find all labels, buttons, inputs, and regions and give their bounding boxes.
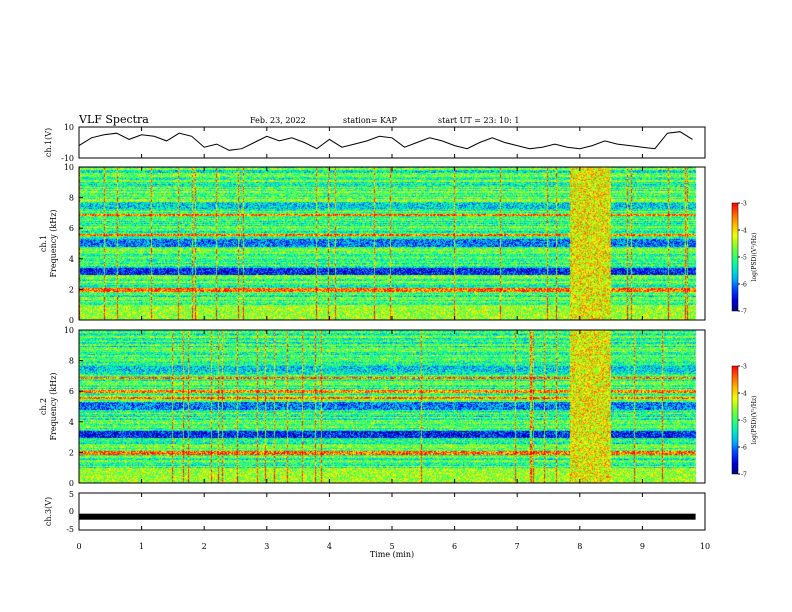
ch2-colorbar-tick--6: -6 bbox=[741, 445, 747, 452]
time-tick-1: 1 bbox=[139, 542, 144, 551]
ch3-ytick-0: 0 bbox=[69, 507, 74, 516]
time-tick-6: 6 bbox=[452, 542, 457, 551]
ch2-colorbar-tick--5: -5 bbox=[741, 418, 747, 425]
ch1-ytick-top: 10 bbox=[64, 123, 74, 132]
ch1-spectrogram-ytick-6: 6 bbox=[69, 224, 74, 233]
ch1-spectrogram-ytick-4: 4 bbox=[69, 255, 74, 264]
ch3-waveform-panel: 5 0 -5 ch.3(V) 0 1 2 3 4 5 6 7 8 9 10 Time (min) bbox=[44, 127, 710, 559]
ch1-spectrogram-ytick-8: 8 bbox=[69, 194, 74, 203]
time-tick-4: 4 bbox=[327, 542, 332, 551]
ch2-spectrogram-ytick-10: 10 bbox=[64, 326, 74, 335]
ch1-spectrogram-image bbox=[79, 167, 705, 320]
ch1-colorbar-tick--4: -4 bbox=[741, 228, 747, 235]
ch3-waveform-frame bbox=[78, 492, 706, 531]
ch1-spectrogram-ytick-2: 2 bbox=[69, 285, 74, 294]
ch2-colorbar-tick--3: -3 bbox=[741, 364, 747, 371]
time-tick-5: 5 bbox=[389, 542, 394, 551]
ch2-spectrogram-ytick-6: 6 bbox=[69, 387, 74, 396]
header-start-time: start UT = 23: 10: 1 bbox=[438, 116, 519, 125]
time-tick-7: 7 bbox=[515, 542, 520, 551]
ch1-spectrogram-panel: 0 2 4 6 8 10 ch.1 Frequency (kHz) -3 -4 -5 -6 -7 l… bbox=[39, 163, 758, 325]
ch2-spectrogram-ytick-0: 0 bbox=[69, 479, 74, 488]
ch2-spectrogram-ylabel-axis: Frequency (kHz) bbox=[49, 372, 58, 440]
ch3-ytick-minus5: -5 bbox=[66, 525, 74, 534]
header-date: Feb. 23, 2022 bbox=[250, 116, 306, 125]
ch1-colorbar-tick--5: -5 bbox=[741, 255, 747, 262]
figure-title: VLF Spectra bbox=[78, 113, 149, 126]
time-tick-8: 8 bbox=[577, 542, 582, 551]
ch1-colorbar-gradient bbox=[731, 202, 739, 312]
ch2-spectrogram-ytick-8: 8 bbox=[69, 357, 74, 366]
ch1-spectrogram-ylabel-channel: ch.1 bbox=[39, 235, 48, 252]
ch1-colorbar-label: log(PSD)(V²/Hz) bbox=[751, 233, 758, 282]
ch2-colorbar-tick--7: -7 bbox=[741, 472, 747, 479]
ch2-colorbar-label: log(PSD)(V²/Hz) bbox=[751, 396, 758, 445]
header-station: station= KAP bbox=[343, 116, 398, 125]
ch2-spectrogram-ytick-2: 2 bbox=[69, 448, 74, 457]
time-tick-2: 2 bbox=[202, 542, 207, 551]
ch3-waveform-line bbox=[79, 513, 696, 520]
ch2-colorbar-tick--4: -4 bbox=[741, 391, 747, 398]
ch1-spectrogram-ylabel-axis: Frequency (kHz) bbox=[49, 209, 58, 277]
ch2-colorbar-gradient bbox=[731, 365, 739, 475]
time-axis: 0 1 2 3 4 5 6 7 8 9 10 bbox=[76, 127, 710, 551]
time-axis-label: Time (min) bbox=[370, 550, 414, 559]
ch2-spectrogram-ytick-4: 4 bbox=[69, 418, 74, 427]
ch2-spectrogram-image bbox=[79, 330, 705, 483]
ch1-ytick-bottom: -10 bbox=[61, 154, 74, 163]
ch1-ylabel: ch.1(V) bbox=[44, 128, 53, 157]
time-tick-9: 9 bbox=[640, 542, 645, 551]
ch1-colorbar-tick--6: -6 bbox=[741, 282, 747, 289]
ch2-spectrogram-panel: 0 2 4 6 8 10 ch.2 Frequency (kHz) -3 -4 -5 -6 -7 l… bbox=[39, 326, 758, 488]
ch1-spectrogram-ytick-10: 10 bbox=[64, 163, 74, 172]
ch2-spectrogram-ylabel-channel: ch.2 bbox=[39, 398, 48, 415]
ch1-spectrogram-ytick-0: 0 bbox=[69, 316, 74, 325]
ch1-colorbar-tick--3: -3 bbox=[741, 201, 747, 208]
ch3-ytick-5: 5 bbox=[69, 490, 74, 499]
time-tick-3: 3 bbox=[264, 542, 269, 551]
time-tick-10: 10 bbox=[700, 542, 710, 551]
ch1-waveform-panel: 10 -10 ch.1(V) bbox=[44, 123, 706, 163]
time-tick-0: 0 bbox=[76, 542, 81, 551]
ch1-colorbar-tick--7: -7 bbox=[741, 309, 747, 316]
ch3-ylabel: ch.3(V) bbox=[44, 497, 53, 526]
ch1-waveform-line bbox=[78, 131, 693, 151]
ch1-colorbar: -3 -4 -5 -6 -7 log(PSD)(V²/Hz) bbox=[731, 201, 758, 316]
ch2-colorbar: -3 -4 -5 -6 -7 log(PSD)(V²/Hz) bbox=[731, 364, 758, 479]
